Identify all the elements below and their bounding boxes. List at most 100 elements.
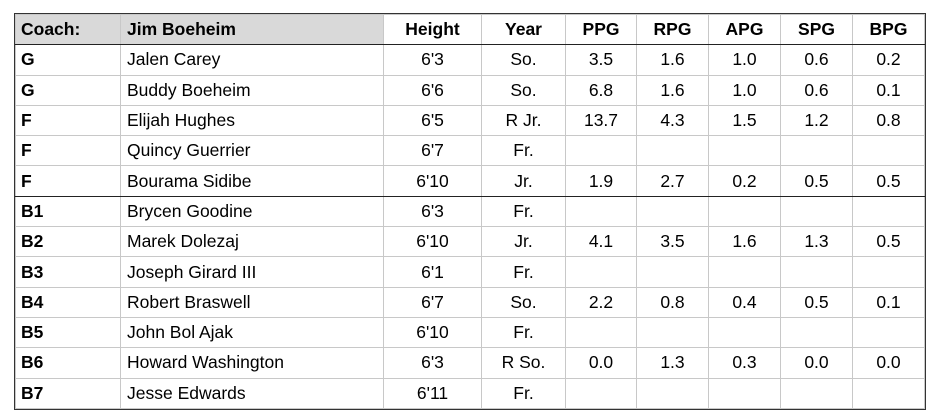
cell: 6'5 bbox=[383, 104, 482, 137]
cell: 1.2 bbox=[780, 104, 853, 137]
cell: 6'7 bbox=[383, 286, 482, 318]
cell bbox=[636, 316, 709, 349]
cell: 1.0 bbox=[708, 74, 781, 106]
header-cell: Height bbox=[383, 13, 482, 46]
cell: 0.8 bbox=[636, 286, 709, 318]
cell: Fr. bbox=[481, 377, 566, 409]
cell: 0.8 bbox=[852, 104, 925, 137]
cell bbox=[636, 377, 709, 409]
cell: 1.3 bbox=[780, 226, 853, 258]
cell: F bbox=[15, 104, 121, 137]
cell: 0.5 bbox=[852, 165, 925, 197]
cell: 6'10 bbox=[383, 316, 482, 349]
cell: 1.9 bbox=[565, 165, 637, 197]
cell: Marek Dolezaj bbox=[120, 226, 384, 258]
player-row: G Jalen Carey 6'3 So. 3.5 1.6 1.0 0.6 0.2 bbox=[15, 44, 925, 76]
cell bbox=[780, 135, 853, 167]
cell bbox=[708, 377, 781, 409]
cell bbox=[565, 377, 637, 409]
cell: 6'7 bbox=[383, 135, 482, 167]
cell: 2.2 bbox=[565, 286, 637, 318]
cell: 0.6 bbox=[780, 44, 853, 76]
cell: Fr. bbox=[481, 316, 566, 349]
cell: Fr. bbox=[481, 195, 566, 228]
cell bbox=[852, 135, 925, 167]
cell: R So. bbox=[481, 347, 566, 379]
player-row: B1 Brycen Goodine 6'3 Fr. bbox=[15, 195, 925, 228]
cell: Quincy Guerrier bbox=[120, 135, 384, 167]
player-row: B2 Marek Dolezaj 6'10 Jr. 4.1 3.5 1.6 1.3 0.5 bbox=[15, 226, 925, 258]
cell: 0.2 bbox=[708, 165, 781, 197]
cell: 1.5 bbox=[708, 104, 781, 137]
header-row: Coach: Jim Boeheim Height Year PPG RPG APG SPG B… bbox=[15, 13, 925, 46]
table-header: Coach: Jim Boeheim Height Year PPG RPG APG SPG B… bbox=[15, 13, 925, 46]
cell: B7 bbox=[15, 377, 121, 409]
cell: 6'3 bbox=[383, 347, 482, 379]
header-cell: Jim Boeheim bbox=[120, 13, 384, 46]
cell: 6'3 bbox=[383, 44, 482, 76]
cell: 6'3 bbox=[383, 195, 482, 228]
cell: So. bbox=[481, 74, 566, 106]
cell: G bbox=[15, 44, 121, 76]
cell: Jr. bbox=[481, 165, 566, 197]
cell: 0.2 bbox=[852, 44, 925, 76]
cell bbox=[780, 377, 853, 409]
cell: 2.7 bbox=[636, 165, 709, 197]
cell: B4 bbox=[15, 286, 121, 318]
cell: 3.5 bbox=[565, 44, 637, 76]
header-cell: PPG bbox=[565, 13, 637, 46]
cell bbox=[565, 195, 637, 228]
cell bbox=[565, 135, 637, 167]
cell: 0.1 bbox=[852, 286, 925, 318]
cell: 4.3 bbox=[636, 104, 709, 137]
cell bbox=[708, 316, 781, 349]
header-cell: Coach: bbox=[15, 13, 121, 46]
cell bbox=[636, 135, 709, 167]
cell: Jalen Carey bbox=[120, 44, 384, 76]
cell bbox=[852, 377, 925, 409]
cell: So. bbox=[481, 286, 566, 318]
cell: 6'10 bbox=[383, 226, 482, 258]
cell bbox=[708, 195, 781, 228]
cell: 6'6 bbox=[383, 74, 482, 106]
player-row: B7 Jesse Edwards 6'11 Fr. bbox=[15, 377, 925, 409]
cell: R Jr. bbox=[481, 104, 566, 137]
cell: Brycen Goodine bbox=[120, 195, 384, 228]
cell: 6.8 bbox=[565, 74, 637, 106]
cell: B1 bbox=[15, 195, 121, 228]
cell: 4.1 bbox=[565, 226, 637, 258]
cell: 0.6 bbox=[780, 74, 853, 106]
cell: B5 bbox=[15, 316, 121, 349]
cell: 0.5 bbox=[780, 165, 853, 197]
cell: 0.0 bbox=[565, 347, 637, 379]
cell bbox=[780, 316, 853, 349]
player-row: B3 Joseph Girard III 6'1 Fr. bbox=[15, 256, 925, 288]
cell: 0.5 bbox=[852, 226, 925, 258]
cell: Elijah Hughes bbox=[120, 104, 384, 137]
cell: 0.3 bbox=[708, 347, 781, 379]
cell: Buddy Boeheim bbox=[120, 74, 384, 106]
header-cell: BPG bbox=[852, 13, 925, 46]
cell: Fr. bbox=[481, 256, 566, 288]
cell: Jesse Edwards bbox=[120, 377, 384, 409]
header-cell: Year bbox=[481, 13, 566, 46]
cell bbox=[852, 195, 925, 228]
cell bbox=[708, 256, 781, 288]
cell: 6'1 bbox=[383, 256, 482, 288]
player-row: B6 Howard Washington 6'3 R So. 0.0 1.3 0.3 0.0 0… bbox=[15, 347, 925, 379]
cell bbox=[780, 256, 853, 288]
player-row: B4 Robert Braswell 6'7 So. 2.2 0.8 0.4 0.5 0.1 bbox=[15, 286, 925, 318]
cell bbox=[852, 316, 925, 349]
cell bbox=[636, 195, 709, 228]
cell bbox=[565, 256, 637, 288]
cell: G bbox=[15, 74, 121, 106]
cell: Bourama Sidibe bbox=[120, 165, 384, 197]
cell: 1.3 bbox=[636, 347, 709, 379]
cell: F bbox=[15, 135, 121, 167]
header-cell: SPG bbox=[780, 13, 853, 46]
cell: Fr. bbox=[481, 135, 566, 167]
cell bbox=[852, 256, 925, 288]
cell: 1.6 bbox=[708, 226, 781, 258]
cell: Robert Braswell bbox=[120, 286, 384, 318]
player-row: B5 John Bol Ajak 6'10 Fr. bbox=[15, 316, 925, 349]
